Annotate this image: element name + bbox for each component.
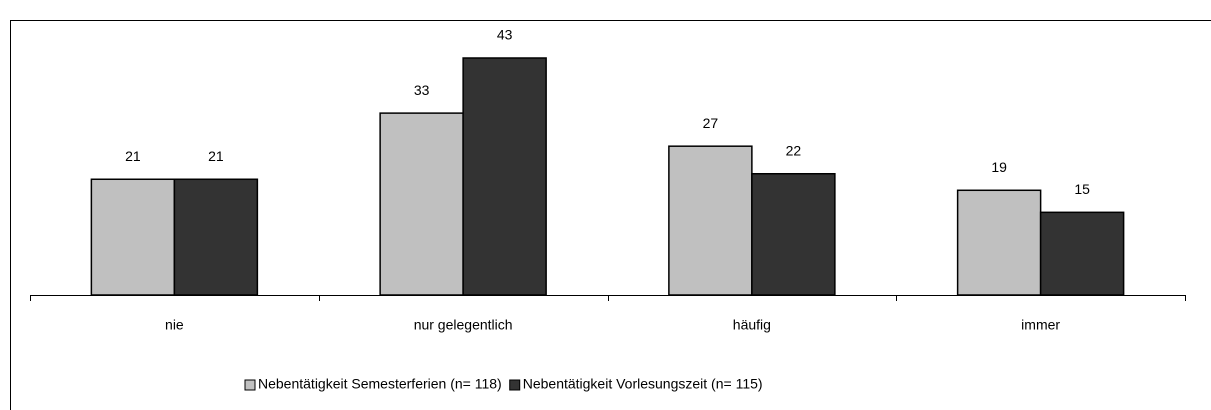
chart-frame <box>10 20 1211 410</box>
data-label: 15 <box>1074 181 1090 197</box>
x-tick-label: immer <box>1021 317 1060 333</box>
bar <box>1039 211 1125 296</box>
bar <box>90 178 176 296</box>
bar <box>173 178 259 296</box>
bar <box>751 172 836 296</box>
data-label: 22 <box>786 142 802 158</box>
data-label: 19 <box>991 159 1007 175</box>
legend-swatch <box>509 379 521 391</box>
legend-label: Nebentätigkeit Vorlesungszeit (n= 115) <box>523 376 763 392</box>
x-tick-label: häufig <box>733 317 771 333</box>
bar <box>379 112 464 296</box>
data-label: 43 <box>497 27 513 43</box>
data-label: 27 <box>703 115 719 131</box>
x-tick-label: nur gelegentlich <box>414 317 513 333</box>
data-label: 21 <box>208 148 224 164</box>
bar <box>462 57 547 296</box>
data-label: 21 <box>125 148 141 164</box>
legend-label: Nebentätigkeit Semesterferien (n= 118) <box>258 376 502 392</box>
x-tick-label: nie <box>165 317 184 333</box>
legend-swatch <box>244 379 256 391</box>
data-label: 33 <box>414 82 430 98</box>
bar <box>668 145 753 296</box>
bar <box>956 189 1042 296</box>
